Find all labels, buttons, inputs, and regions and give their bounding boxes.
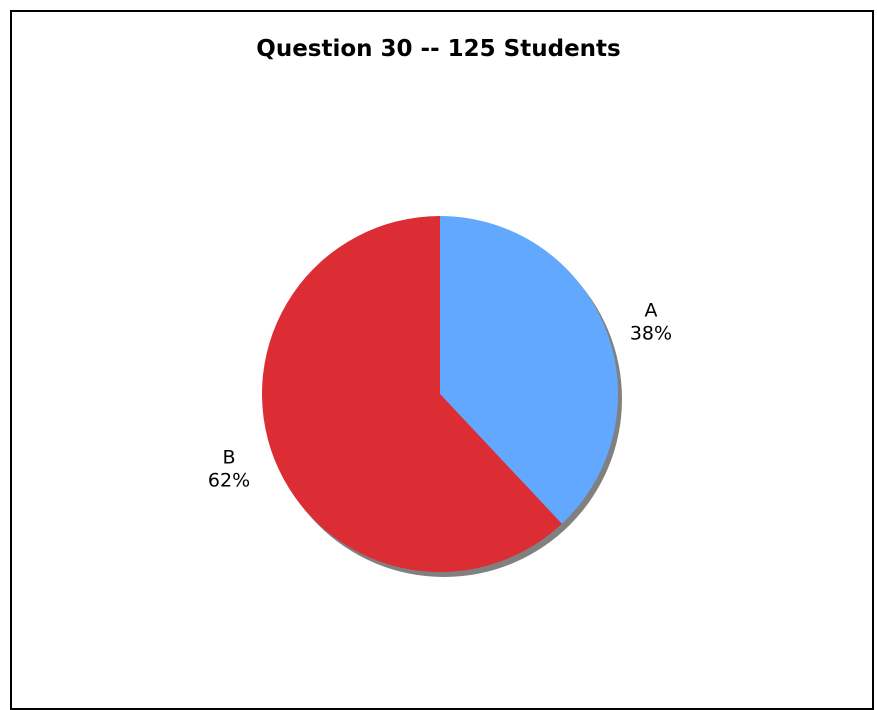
slice-label-percent-a: 38% — [630, 322, 672, 344]
chart-title: Question 30 -- 125 Students — [256, 36, 621, 62]
pie-labels: A38% B62% — [208, 299, 672, 491]
pie-slices — [261, 216, 618, 572]
pie-slice-a — [440, 216, 618, 524]
pie-slice-b — [261, 216, 562, 572]
slice-label-name-b: B — [223, 447, 236, 469]
slice-label-name-a: A — [644, 299, 657, 321]
slice-label-percent-b: 62% — [208, 470, 250, 492]
